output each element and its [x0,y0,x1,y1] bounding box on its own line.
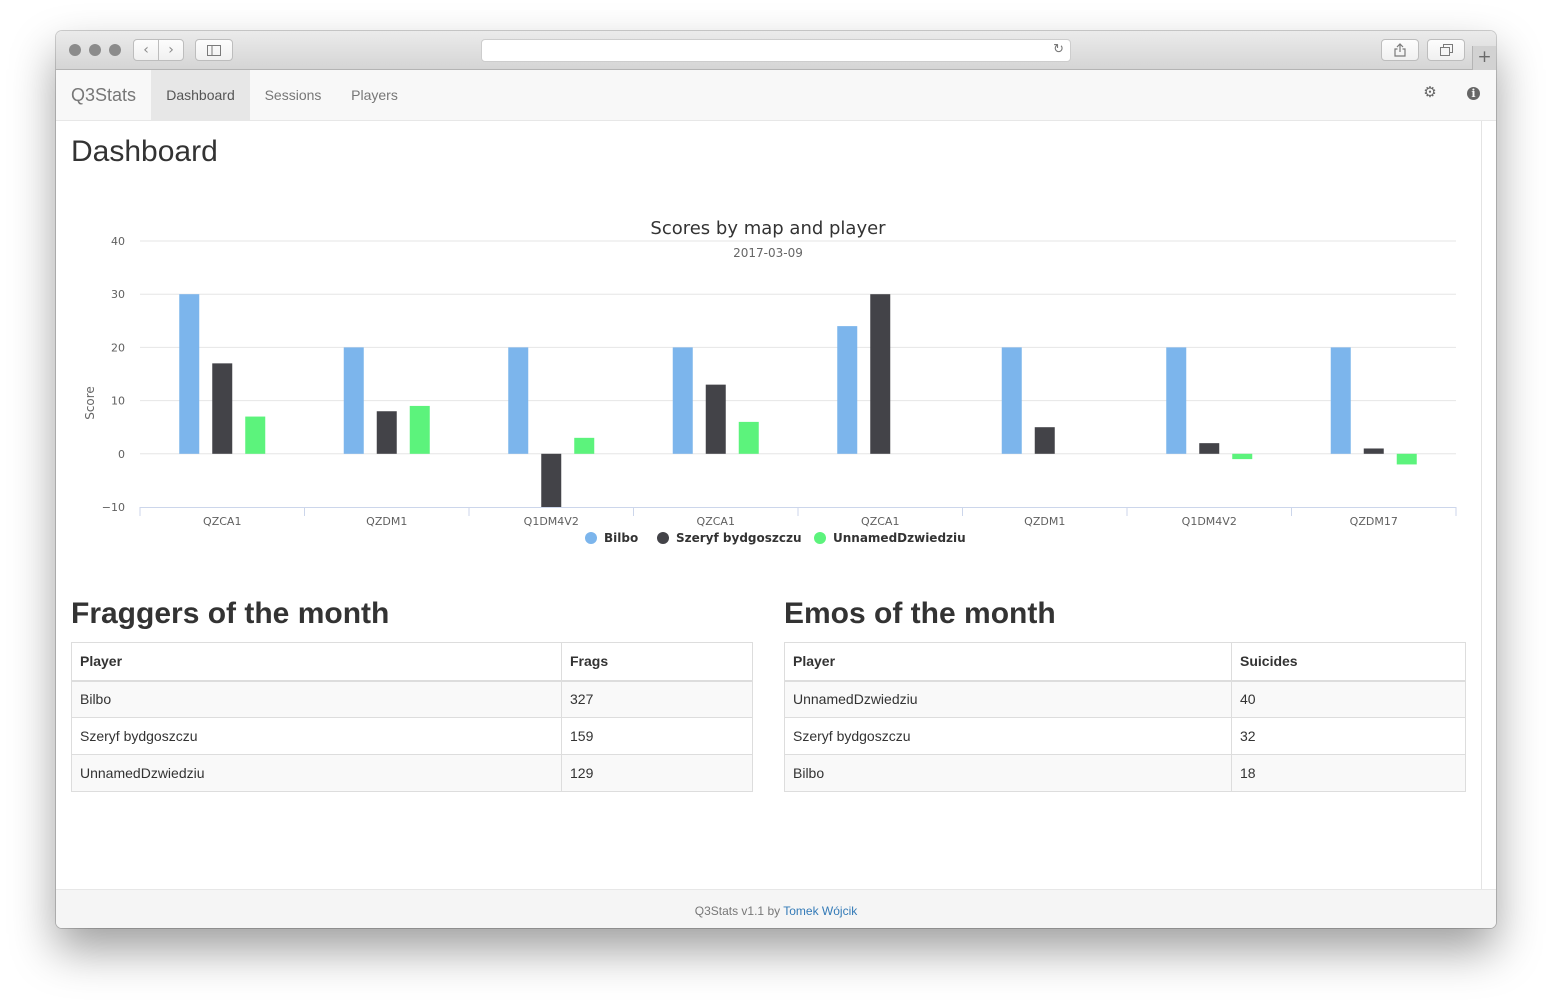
bar [541,453,562,507]
page-title: Dashboard [71,135,218,168]
column-header-suicides: Suicides [1231,642,1466,682]
x-tick-label: Q1DM4V2 [1182,515,1237,528]
bar [376,411,397,454]
legend-marker [814,532,826,544]
frags-cell: 327 [561,680,753,718]
nav-dashboard[interactable]: Dashboard [151,70,250,120]
player-cell: Szeryf bydgoszczu [784,717,1232,755]
table-header-row: Player Suicides [784,642,1466,682]
nav-sessions[interactable]: Sessions [264,87,322,103]
bar [1199,443,1220,454]
close-window-button[interactable] [69,44,81,56]
browser-toolbar: ‹ › ↻ + [56,31,1496,70]
gear-icon[interactable]: ⚙ [1423,83,1437,101]
column-header-frags: Frags [561,642,753,682]
table-row: UnnamedDzwiedziu 40 [784,680,1466,718]
reload-icon[interactable]: ↻ [1053,42,1064,57]
player-cell: Bilbo [71,680,562,718]
footer: Q3Stats v1.1 by Tomek Wójcik [56,889,1496,928]
footer-text: Q3Stats v1.1 by [694,904,784,918]
emos-table: Player Suicides UnnamedDzwiedziu 40 Szery… [784,642,1466,792]
bar [508,347,529,454]
bar [705,384,726,454]
y-tick-label: 0 [118,448,125,461]
bar [245,416,266,454]
x-tick-label: QZCA1 [203,515,241,528]
x-tick-label: QZDM1 [1024,515,1065,528]
app-navbar: Q3Stats Dashboard Sessions Players ⚙ i [56,70,1496,121]
share-icon[interactable] [1381,39,1419,61]
zoom-window-button[interactable] [109,44,121,56]
suicides-cell: 18 [1231,754,1466,792]
browser-window: ‹ › ↻ + Q3Stats Dashboard Sessions Playe… [56,31,1496,928]
bar [1330,347,1351,454]
bar [1001,347,1022,454]
minimize-window-button[interactable] [89,44,101,56]
bar [1166,347,1187,454]
info-icon[interactable]: i [1467,87,1480,100]
plus-icon[interactable]: + [1472,46,1496,70]
fraggers-title: Fraggers of the month [71,597,390,630]
y-tick-label: −10 [102,501,125,514]
bar [837,326,858,454]
x-tick-label: Q1DM4V2 [524,515,579,528]
table-row: Szeryf bydgoszczu 32 [784,717,1466,755]
x-tick-label: QZCA1 [861,515,899,528]
x-tick-label: QZDM1 [366,515,407,528]
tabs-icon[interactable] [1427,39,1465,61]
y-tick-label: 10 [111,395,125,408]
chevron-right-icon[interactable]: › [158,39,184,61]
bar [574,437,595,454]
table-row: Bilbo 18 [784,754,1466,792]
bar [738,421,759,454]
player-cell: Szeryf bydgoszczu [71,717,562,755]
chart-subtitle: 2017-03-09 [733,246,803,260]
x-tick-label: QZDM17 [1350,515,1398,528]
y-axis-title: Score [83,386,97,420]
bar [409,405,430,454]
column-header-player: Player [784,642,1232,682]
nav-players[interactable]: Players [351,87,398,103]
table-row: Bilbo 327 [71,680,753,718]
bar [343,347,364,454]
bar [1363,448,1384,454]
frags-cell: 159 [561,717,753,755]
player-cell: UnnamedDzwiedziu [71,754,562,792]
legend-label: UnnamedDzwiedziu [833,531,966,545]
sidebar-icon[interactable] [195,39,233,61]
chevron-left-icon[interactable]: ‹ [133,39,159,61]
bar [179,294,200,454]
y-tick-label: 30 [111,288,125,301]
legend-label: Bilbo [604,531,638,545]
bar [1396,453,1417,465]
player-cell: Bilbo [784,754,1232,792]
column-header-player: Player [71,642,562,682]
chart-title: Scores by map and player [650,218,886,239]
table-row: UnnamedDzwiedziu 129 [71,754,753,792]
table-header-row: Player Frags [71,642,753,682]
legend-marker [585,532,597,544]
y-tick-label: 40 [111,235,125,248]
scores-chart: Scores by map and player 2017-03-09 Scor… [83,218,1457,545]
author-link[interactable]: Tomek Wójcik [783,904,858,918]
legend-label: Szeryf bydgoszczu [676,531,802,545]
y-tick-label: 20 [111,341,125,354]
fraggers-table: Player Frags Bilbo 327 Szeryf bydgoszczu 1… [71,642,753,792]
table-row: Szeryf bydgoszczu 159 [71,717,753,755]
brand-logo[interactable]: Q3Stats [71,85,137,105]
legend-marker [657,532,669,544]
address-bar[interactable]: ↻ [481,39,1071,62]
scrollbar-track [1481,121,1482,889]
bar [672,347,693,454]
bar [870,294,891,454]
bar [212,363,233,454]
suicides-cell: 40 [1231,680,1466,718]
x-tick-label: QZCA1 [697,515,735,528]
bar [1034,427,1055,454]
emos-title: Emos of the month [784,597,1056,630]
suicides-cell: 32 [1231,717,1466,755]
player-cell: UnnamedDzwiedziu [784,680,1232,718]
frags-cell: 129 [561,754,753,792]
bar [1232,453,1253,460]
